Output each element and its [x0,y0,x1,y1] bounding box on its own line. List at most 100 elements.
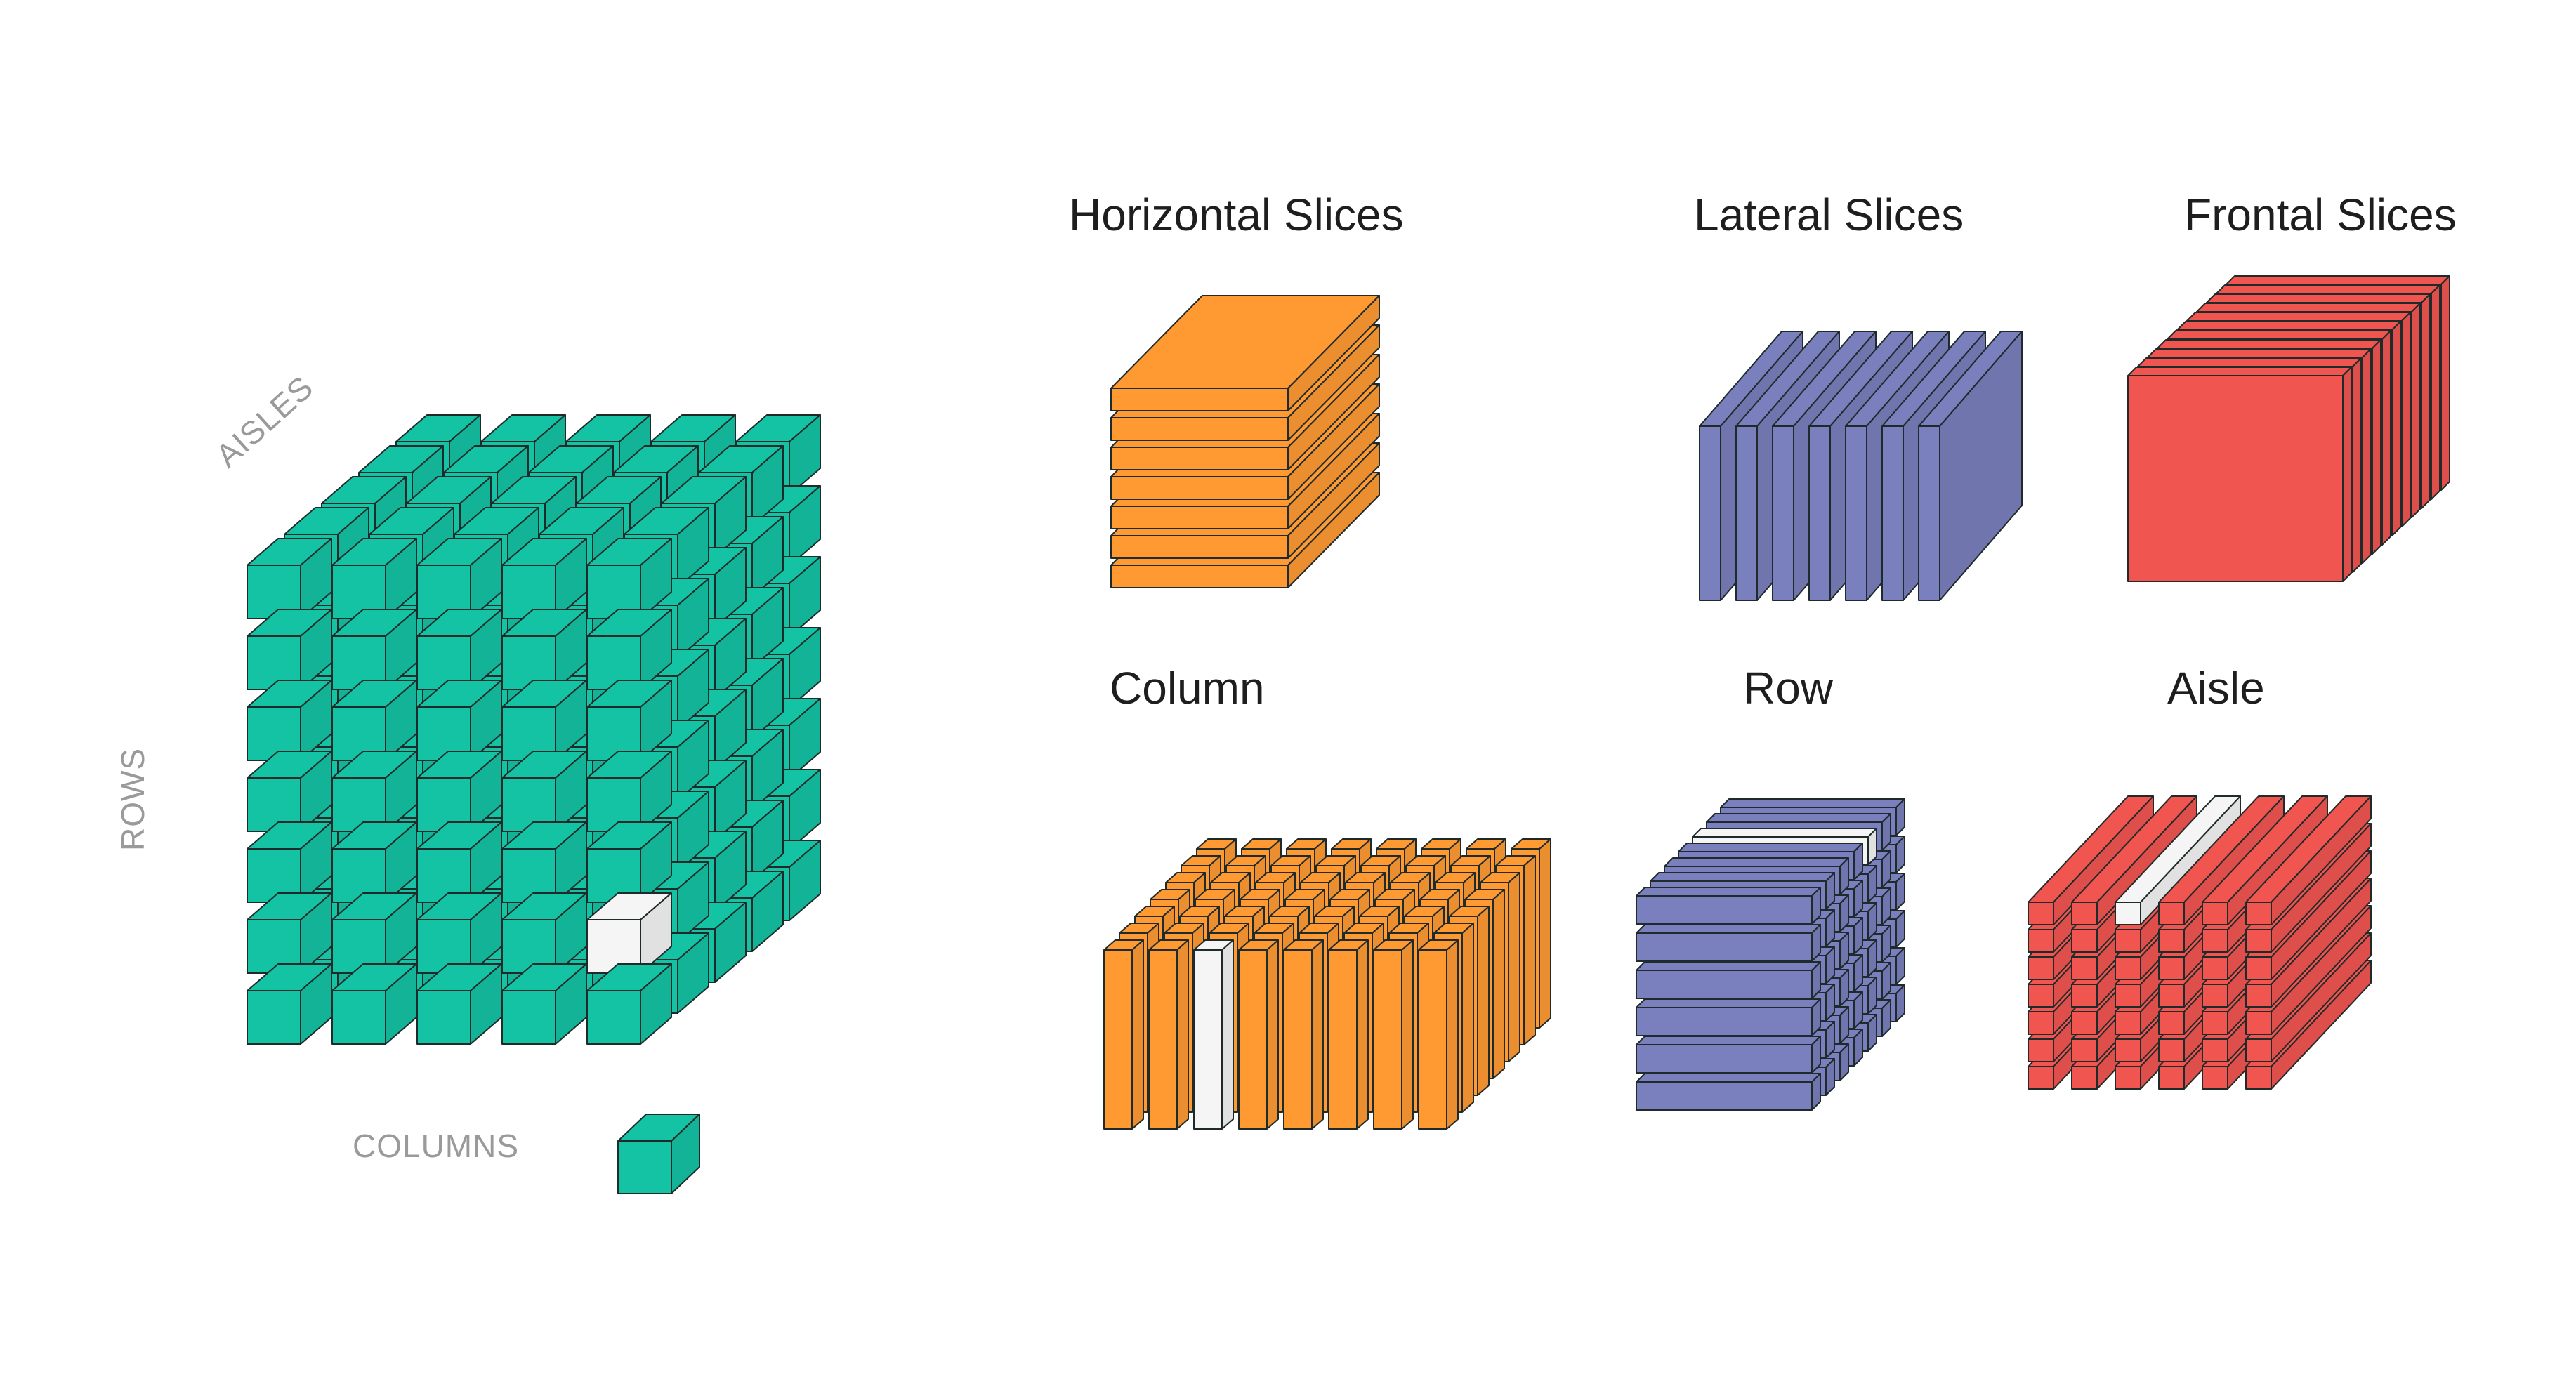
row-title: Row [1743,663,1834,713]
box-front-face [1636,970,1813,999]
box-side-face [1356,939,1369,1130]
box-front-face [2115,956,2141,980]
box-side-face [1446,939,1459,1130]
box-top-face [2157,339,2381,349]
box-front-face [1636,1081,1813,1111]
grid-cube [331,751,417,832]
row-fiber [1636,998,1821,1036]
box-front-face [2202,1066,2228,1090]
box-top-face [1636,924,1821,934]
box-front-face [1636,895,1813,925]
box-front-face [1735,425,1758,601]
box-top-face [2196,303,2421,312]
box-side-face [1401,939,1414,1130]
horizontal-slices-title: Horizontal Slices [1069,190,1404,240]
grid-cube [247,538,332,619]
box-side-face [1176,939,1189,1130]
highlighted-column-fiber [1193,939,1234,1130]
column-fiber [1328,939,1369,1130]
box-front-face [2202,956,2228,980]
box-front-face [2245,984,2272,1008]
grid-cube [586,821,672,903]
box-front-face [2028,1011,2054,1035]
box-front-face [2127,375,2344,582]
row-fiber [1636,1073,1821,1111]
grid-cube [501,609,587,690]
box-top-face [1678,843,1863,852]
row-fiber [1636,1036,1821,1074]
grid-cube [331,538,417,619]
box-front-face [1110,388,1289,411]
row-fiber [1636,961,1821,999]
box-top-face [2216,284,2440,294]
box-front-face [1110,506,1289,529]
box-side-face [1508,872,1520,1062]
box-side-face [2362,348,2372,564]
grid-cube [416,680,502,761]
box-front-face [2158,1066,2185,1090]
box-top-face [1706,813,1891,823]
box-side-face [1523,855,1536,1045]
box-top-face [2137,357,2362,367]
column-fiber [1103,939,1144,1130]
legend-cube [617,1114,700,1194]
column-fibers-figure [1103,838,1551,1130]
box-front-face [1636,932,1813,962]
aisle-fiber [2028,795,2154,925]
box-front-face [2028,1066,2054,1090]
box-front-face [2071,1066,2098,1090]
grid-cube [331,821,417,903]
box-side-face [2401,312,2411,527]
box-side-face [1221,939,1234,1130]
box-front-face [2115,984,2141,1008]
box-front-face [1110,447,1289,470]
box-front-face [2202,902,2228,925]
box-front-face [2115,1038,2141,1062]
box-side-face [1492,889,1505,1079]
box-front-face [2202,984,2228,1008]
aisle-fibers-figure [2028,795,2372,1090]
box-front-face [1283,949,1313,1130]
box-front-face [2028,929,2054,953]
box-side-face [1477,906,1490,1096]
box-side-face [2440,275,2450,491]
grid-cube [416,538,502,619]
grid-cube [501,751,587,832]
box-front-face [1845,425,1867,601]
box-top-face [1650,872,1835,882]
horizontal-slice [1110,295,1380,411]
box-front-face [1418,949,1447,1130]
box-top-face [1636,887,1821,897]
grid-cube [331,609,417,690]
grid-cube [586,963,672,1045]
box-side-face [1461,923,1474,1113]
box-front-face [1328,949,1358,1130]
box-front-face [2115,902,2141,925]
aisles-axis-label: AISLES [209,369,320,474]
box-front-face [2158,929,2185,953]
box-side-face [2391,321,2401,536]
box-front-face [247,990,301,1045]
grid-cube [586,751,672,832]
box-front-face [2202,1038,2228,1062]
column-fiber [1373,939,1414,1130]
box-front-face [2071,902,2098,925]
box-side-face [2411,303,2421,518]
box-front-face [2158,902,2185,925]
column-fiber [1148,939,1189,1130]
grid-cube [416,963,502,1045]
box-front-face [2028,984,2054,1008]
grid-cube [501,963,587,1045]
box-top-face [2176,321,2401,331]
box-front-face [2158,956,2185,980]
grid-cube [247,963,332,1045]
lateral-slices-figure [1699,331,2023,601]
rows-axis-label: ROWS [114,748,151,851]
box-front-face [2158,1038,2185,1062]
grid-cube [247,892,332,974]
box-top-face [1636,1036,1821,1045]
column-fiber [1418,939,1459,1130]
box-front-face [501,990,556,1045]
box-front-face [416,990,471,1045]
box-front-face [1373,949,1402,1130]
